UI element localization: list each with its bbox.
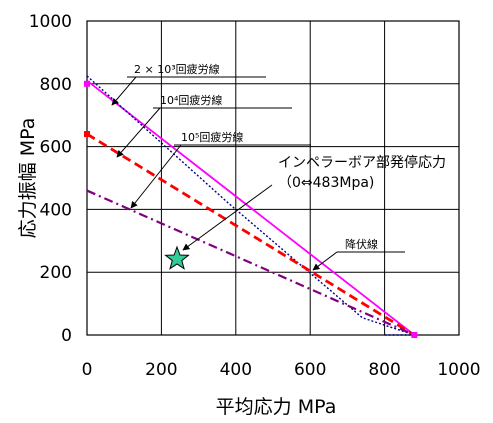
annotation-label: 10⁵回疲労線 bbox=[181, 130, 243, 144]
y-tick-label: 800 bbox=[40, 75, 72, 95]
x-tick-label: 400 bbox=[220, 360, 252, 380]
y-tick-label: 0 bbox=[61, 326, 72, 346]
annotation-arrow bbox=[130, 144, 182, 209]
annotation-label: インペラーボア部発停応力 bbox=[278, 154, 446, 171]
y-tick-label: 200 bbox=[40, 263, 72, 283]
plot-frame bbox=[86, 20, 460, 336]
annotation-arrow bbox=[182, 184, 273, 251]
annotation-label: 10⁴回疲労線 bbox=[160, 93, 222, 107]
square-marker bbox=[411, 332, 418, 338]
annotation-sublabel: （0⇔483Mpa) bbox=[278, 175, 374, 191]
y-tick-label: 1000 bbox=[29, 12, 72, 32]
x-tick-label: 800 bbox=[368, 360, 400, 380]
markers bbox=[84, 80, 418, 338]
annotation-arrow bbox=[312, 251, 338, 271]
series-lines bbox=[86, 75, 416, 337]
series-line-3 bbox=[86, 189, 415, 337]
annotation-arrow bbox=[116, 107, 161, 158]
x-axis-label: 平均応力 MPa bbox=[216, 396, 337, 418]
x-tick-label: 200 bbox=[145, 360, 177, 380]
annotation-arrow bbox=[111, 76, 137, 106]
y-tick-label: 400 bbox=[40, 200, 72, 220]
annotation-label: 降伏線 bbox=[345, 237, 378, 251]
star-marker bbox=[164, 245, 190, 270]
series-line-0 bbox=[86, 79, 415, 336]
square-marker bbox=[84, 80, 90, 87]
series-line-2 bbox=[86, 132, 416, 337]
tick-labels: 0 200 400 600 800 1000 0 200 400 600 800 1000 bbox=[29, 12, 481, 380]
square-marker bbox=[84, 131, 90, 138]
y-tick-label: 600 bbox=[40, 138, 72, 158]
series-line-1 bbox=[86, 75, 415, 336]
x-tick-label: 600 bbox=[294, 360, 326, 380]
grid bbox=[86, 20, 460, 336]
annotation-label: 2 × 10³回疲労線 bbox=[134, 62, 220, 76]
x-tick-label: 1000 bbox=[437, 360, 480, 380]
y-axis-label: 応力振幅 MPa bbox=[17, 118, 39, 239]
x-tick-label: 0 bbox=[82, 360, 93, 380]
